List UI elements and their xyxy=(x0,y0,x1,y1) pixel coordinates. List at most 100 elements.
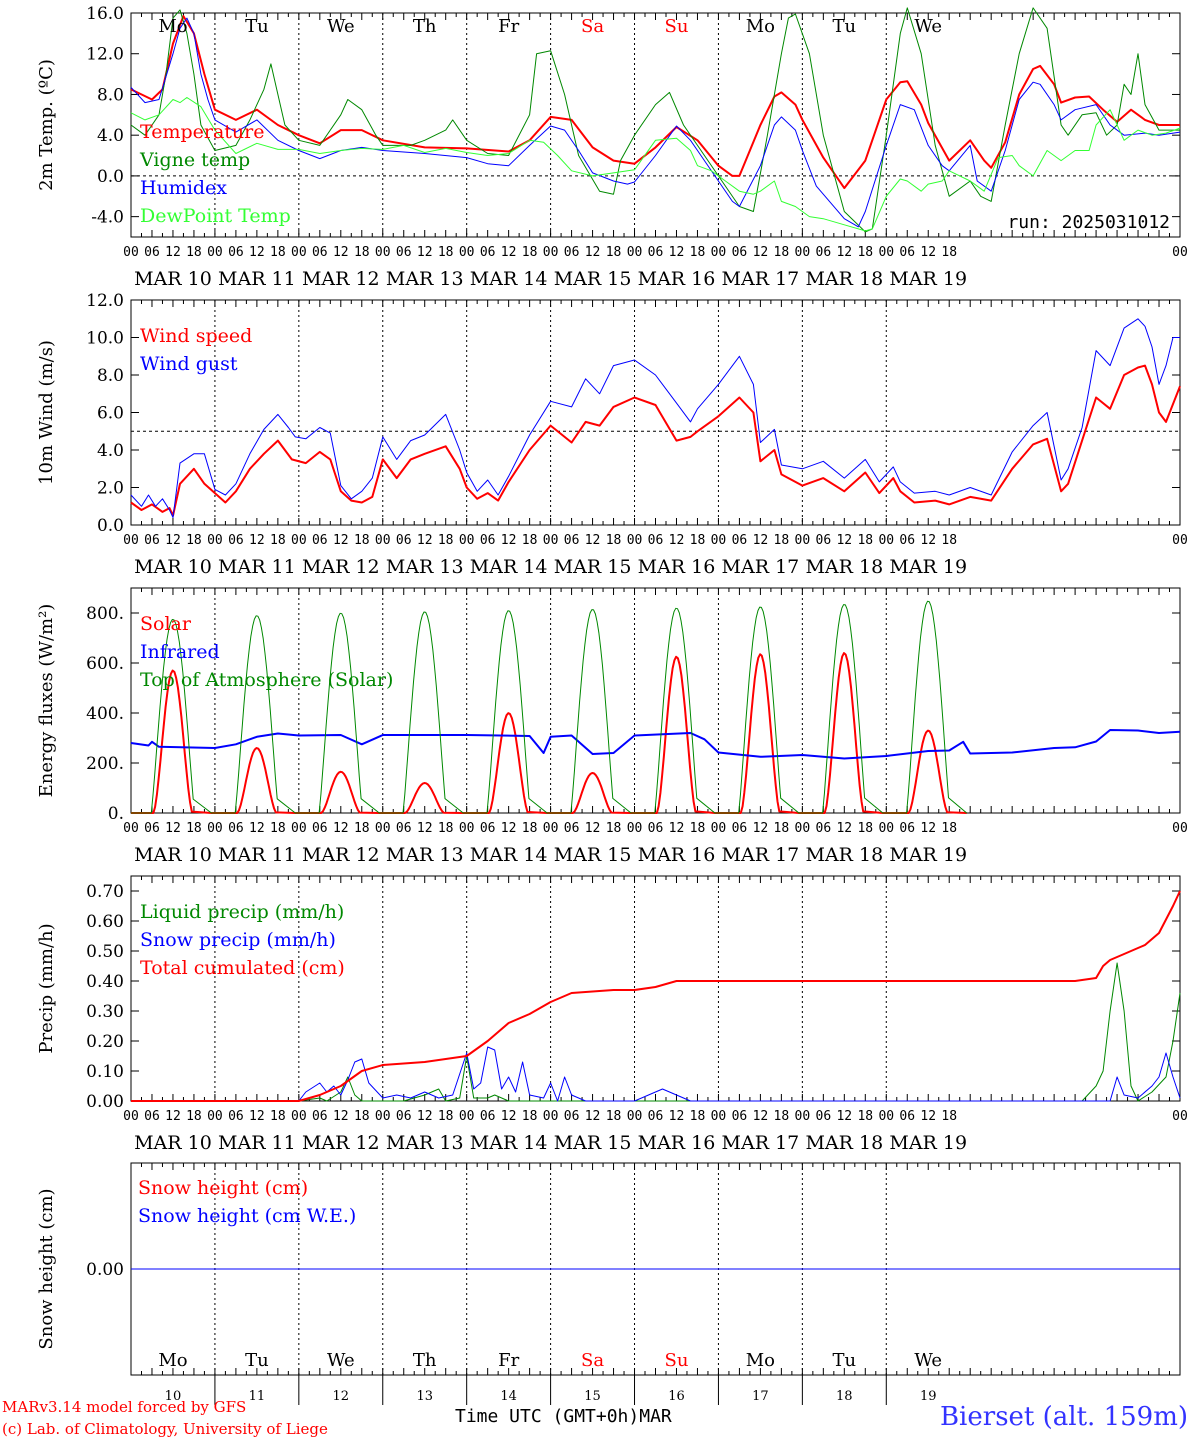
y-tick-label: 2.0 xyxy=(97,479,124,499)
y-tick-label: 200. xyxy=(86,754,124,774)
hour-label: 00 xyxy=(543,1109,559,1124)
date-label: MAR 12 xyxy=(302,844,380,866)
hour-label: 00 xyxy=(375,245,391,260)
hour-label: 12 xyxy=(585,821,601,836)
hour-label: 18 xyxy=(941,1109,957,1124)
series-line xyxy=(130,97,1181,232)
series-line xyxy=(130,17,1181,228)
hour-label: 00 xyxy=(627,821,643,836)
day-label: Tu xyxy=(833,16,857,37)
hour-label: 00 xyxy=(291,245,307,260)
hour-label: 18 xyxy=(857,245,873,260)
y-tick-label: 0.0 xyxy=(97,516,124,536)
hour-label: 00 xyxy=(291,1109,307,1124)
day-label: Tu xyxy=(245,1350,269,1371)
hour-label: 06 xyxy=(144,533,160,548)
hour-label: 00 xyxy=(711,245,727,260)
hour-label: 12 xyxy=(333,821,349,836)
date-label: MAR 16 xyxy=(638,844,716,866)
hour-label: 12 xyxy=(836,1109,852,1124)
hour-label: 12 xyxy=(753,533,769,548)
y-axis-title: Energy fluxes (W/m²) xyxy=(36,604,57,798)
hour-label: 12 xyxy=(753,821,769,836)
hour-label: 12 xyxy=(501,533,517,548)
date-label: MAR 15 xyxy=(554,556,632,578)
hour-label: 12 xyxy=(165,821,181,836)
hour-label: 06 xyxy=(228,1109,244,1124)
y-tick-label: 12.0 xyxy=(86,291,124,311)
hour-label: 18 xyxy=(438,1109,454,1124)
hour-label: 12 xyxy=(753,245,769,260)
date-number: 14 xyxy=(500,1389,517,1404)
hour-label: 18 xyxy=(270,533,286,548)
y-tick-label: 6.0 xyxy=(97,404,124,424)
series-line xyxy=(131,600,968,814)
date-number: 17 xyxy=(752,1389,769,1404)
day-label: Fr xyxy=(498,16,519,37)
hour-label: 12 xyxy=(249,821,265,836)
date-label: MAR 14 xyxy=(470,268,548,290)
hour-label: 06 xyxy=(312,245,328,260)
hour-label: 12 xyxy=(249,1109,265,1124)
hour-label: 12 xyxy=(417,1109,433,1124)
hour-label: 18 xyxy=(606,1109,622,1124)
hour-label: 00 xyxy=(543,821,559,836)
legend-entry: Humidex xyxy=(140,177,227,199)
day-label: We xyxy=(914,1350,942,1371)
hour-label: 06 xyxy=(228,533,244,548)
hour-label: 06 xyxy=(396,245,412,260)
date-label: MAR 18 xyxy=(805,1132,883,1154)
hour-label: 06 xyxy=(648,821,664,836)
day-label: Sa xyxy=(581,1350,604,1371)
y-tick-label: 8.0 xyxy=(97,366,124,386)
y-axis-title: Snow height (cm) xyxy=(36,1188,57,1349)
legend-entry: Total cumulated (cm) xyxy=(140,957,345,979)
y-tick-label: 0. xyxy=(108,804,124,824)
series-line xyxy=(130,7,1180,233)
hour-label: 12 xyxy=(417,245,433,260)
date-label: MAR 10 xyxy=(134,844,212,866)
hour-label: 06 xyxy=(396,821,412,836)
day-label: Mo xyxy=(158,1350,187,1371)
hour-label: 00 xyxy=(1172,821,1188,836)
y-tick-label: 0.10 xyxy=(86,1062,124,1082)
hour-label: 06 xyxy=(732,245,748,260)
hour-label: 12 xyxy=(165,245,181,260)
hour-label: 18 xyxy=(438,245,454,260)
hour-label: 18 xyxy=(522,1109,538,1124)
day-label: Th xyxy=(413,16,437,37)
hour-label: 00 xyxy=(627,1109,643,1124)
hour-label: 00 xyxy=(459,245,475,260)
hour-label: 18 xyxy=(270,245,286,260)
hour-label: 18 xyxy=(690,245,706,260)
series-line xyxy=(130,364,1181,517)
hour-label: 12 xyxy=(920,1109,936,1124)
hour-label: 06 xyxy=(228,821,244,836)
hour-label: 06 xyxy=(312,821,328,836)
date-label: MAR 19 xyxy=(889,1132,967,1154)
hour-label: 00 xyxy=(123,533,139,548)
hour-label: 06 xyxy=(312,533,328,548)
hour-label: 00 xyxy=(1172,245,1188,260)
hour-label: 06 xyxy=(732,821,748,836)
hour-label: 06 xyxy=(480,1109,496,1124)
hour-label: 12 xyxy=(417,821,433,836)
hour-label: 06 xyxy=(732,533,748,548)
date-label: MAR 12 xyxy=(302,556,380,578)
station-name: Bierset (alt. 159m) xyxy=(939,1402,1188,1432)
y-axis-title: 10m Wind (m/s) xyxy=(36,340,57,485)
legend-entry: Top of Atmosphere (Solar) xyxy=(140,669,393,691)
hour-label: 12 xyxy=(585,1109,601,1124)
hour-label: 12 xyxy=(249,533,265,548)
lab-credit: (c) Lab. of Climatology, University of L… xyxy=(2,1420,328,1438)
hour-label: 18 xyxy=(186,245,202,260)
date-label: MAR 16 xyxy=(638,268,716,290)
time-axis-title: Time UTC (GMT+0h)MAR xyxy=(455,1406,672,1427)
date-number: 18 xyxy=(836,1389,853,1404)
hour-label: 06 xyxy=(816,533,832,548)
panel-frame xyxy=(130,12,1181,238)
hour-label: 18 xyxy=(186,821,202,836)
hour-label: 18 xyxy=(270,1109,286,1124)
hour-label: 00 xyxy=(207,821,223,836)
hour-label: 18 xyxy=(522,821,538,836)
